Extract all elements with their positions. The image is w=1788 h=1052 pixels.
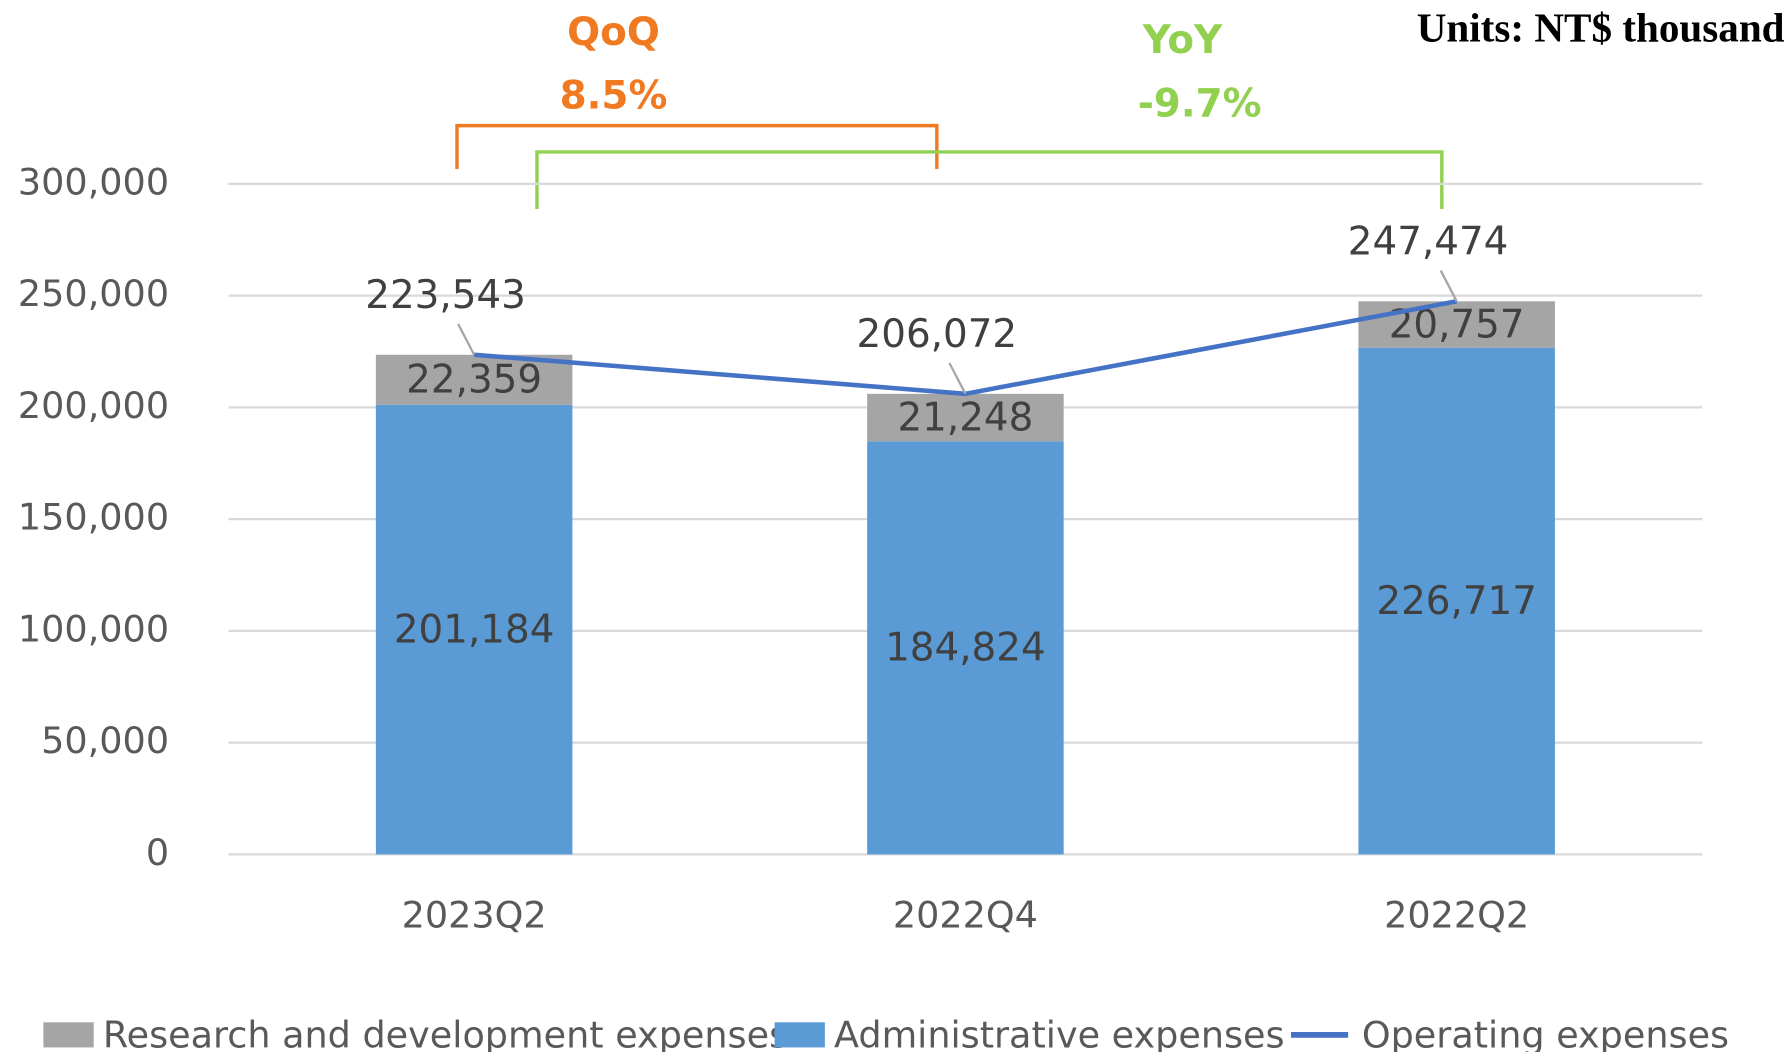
x-tick-label: 2022Q4 [893, 894, 1038, 937]
y-tick-label: 100,000 [18, 607, 169, 650]
y-tick-label: 200,000 [18, 384, 169, 427]
units-label: Units: NT$ thousand [1417, 4, 1785, 50]
y-tick-label: 150,000 [18, 496, 169, 539]
x-tick-label: 2023Q2 [402, 894, 547, 937]
bar-segment [375, 404, 573, 855]
data-label: 206,072 [857, 312, 1018, 357]
legend-label: Operating expenses [1362, 1014, 1729, 1052]
y-tick-label: 50,000 [41, 719, 169, 762]
data-label: 21,248 [897, 395, 1033, 440]
x-tick-label: 2022Q2 [1384, 894, 1529, 937]
yoy-bracket [535, 150, 1444, 210]
data-label: 184,824 [885, 626, 1046, 671]
annotation: QoQ [567, 10, 660, 55]
data-label: 223,543 [365, 273, 526, 318]
leader-line [948, 362, 967, 395]
data-label: 22,359 [406, 358, 542, 403]
data-label: 247,474 [1348, 220, 1509, 265]
bar-segment [1358, 301, 1555, 348]
bar-segment [1358, 347, 1555, 855]
data-label: 226,717 [1376, 579, 1537, 624]
legend-label: Research and development expenses [103, 1014, 788, 1052]
y-tick-label: 0 [146, 831, 169, 874]
annotation: YoY [1142, 18, 1223, 63]
bar-segment [867, 441, 1064, 855]
qoq-bracket [455, 123, 939, 170]
bar-segment [867, 393, 1064, 442]
y-tick-label: 300,000 [18, 160, 169, 203]
y-tick-label: 250,000 [18, 272, 169, 315]
annotation: 8.5% [560, 74, 668, 119]
annotation: -9.7% [1138, 82, 1262, 127]
legend-label: Administrative expenses [834, 1014, 1285, 1052]
leader-line [1439, 269, 1458, 302]
legend-swatch [774, 1022, 825, 1048]
line-series [473, 299, 1458, 397]
data-label: 201,184 [394, 607, 555, 652]
bar-segment [375, 354, 573, 405]
legend-swatch [43, 1022, 94, 1048]
leader-line [457, 323, 476, 356]
